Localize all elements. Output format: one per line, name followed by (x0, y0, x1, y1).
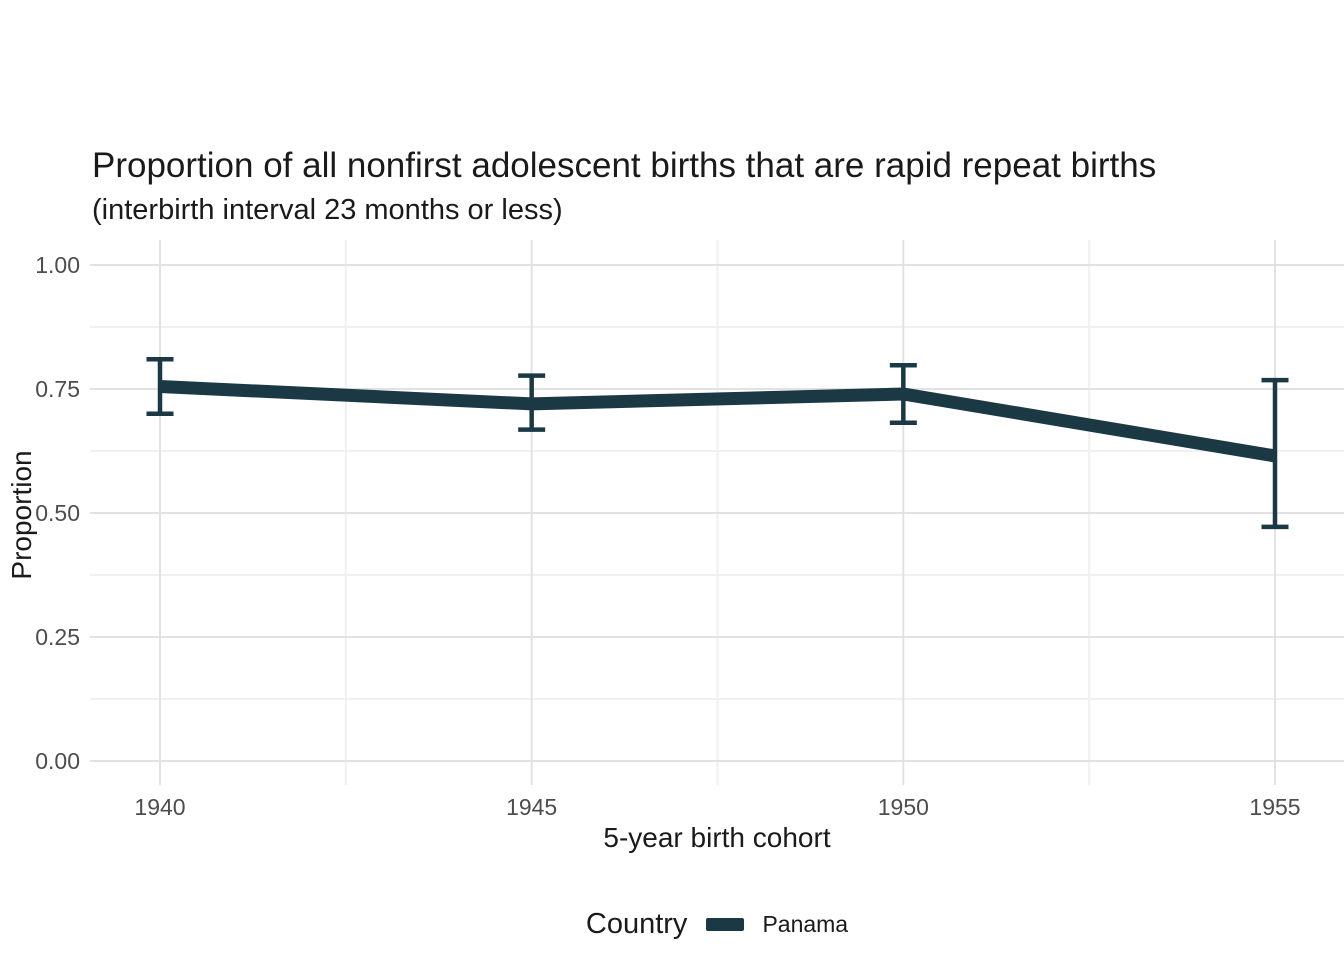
x-axis-title: 5-year birth cohort (603, 822, 831, 853)
y-tick-label: 0.25 (35, 624, 80, 650)
y-tick-label: 0.50 (35, 500, 80, 526)
x-tick-label: 1945 (506, 794, 558, 820)
chart-subtitle: (interbirth interval 23 months or less) (92, 194, 563, 226)
x-tick-label: 1955 (1249, 794, 1301, 820)
chart-title: Proportion of all nonfirst adolescent bi… (92, 146, 1157, 185)
x-tick-label: 1940 (134, 794, 186, 820)
x-tick-label: 1950 (877, 794, 929, 820)
y-tick-label: 0.75 (35, 376, 80, 402)
series-line-panama (159, 380, 1277, 463)
legend-item-label: Panama (762, 910, 849, 937)
y-tick-label: 0.00 (35, 748, 80, 774)
y-tick-label: 1.00 (35, 252, 80, 278)
legend: Country Panama (90, 905, 1344, 943)
legend-swatch (706, 917, 745, 931)
legend-item-panama: Panama (706, 911, 848, 938)
legend-title: Country (585, 907, 688, 940)
